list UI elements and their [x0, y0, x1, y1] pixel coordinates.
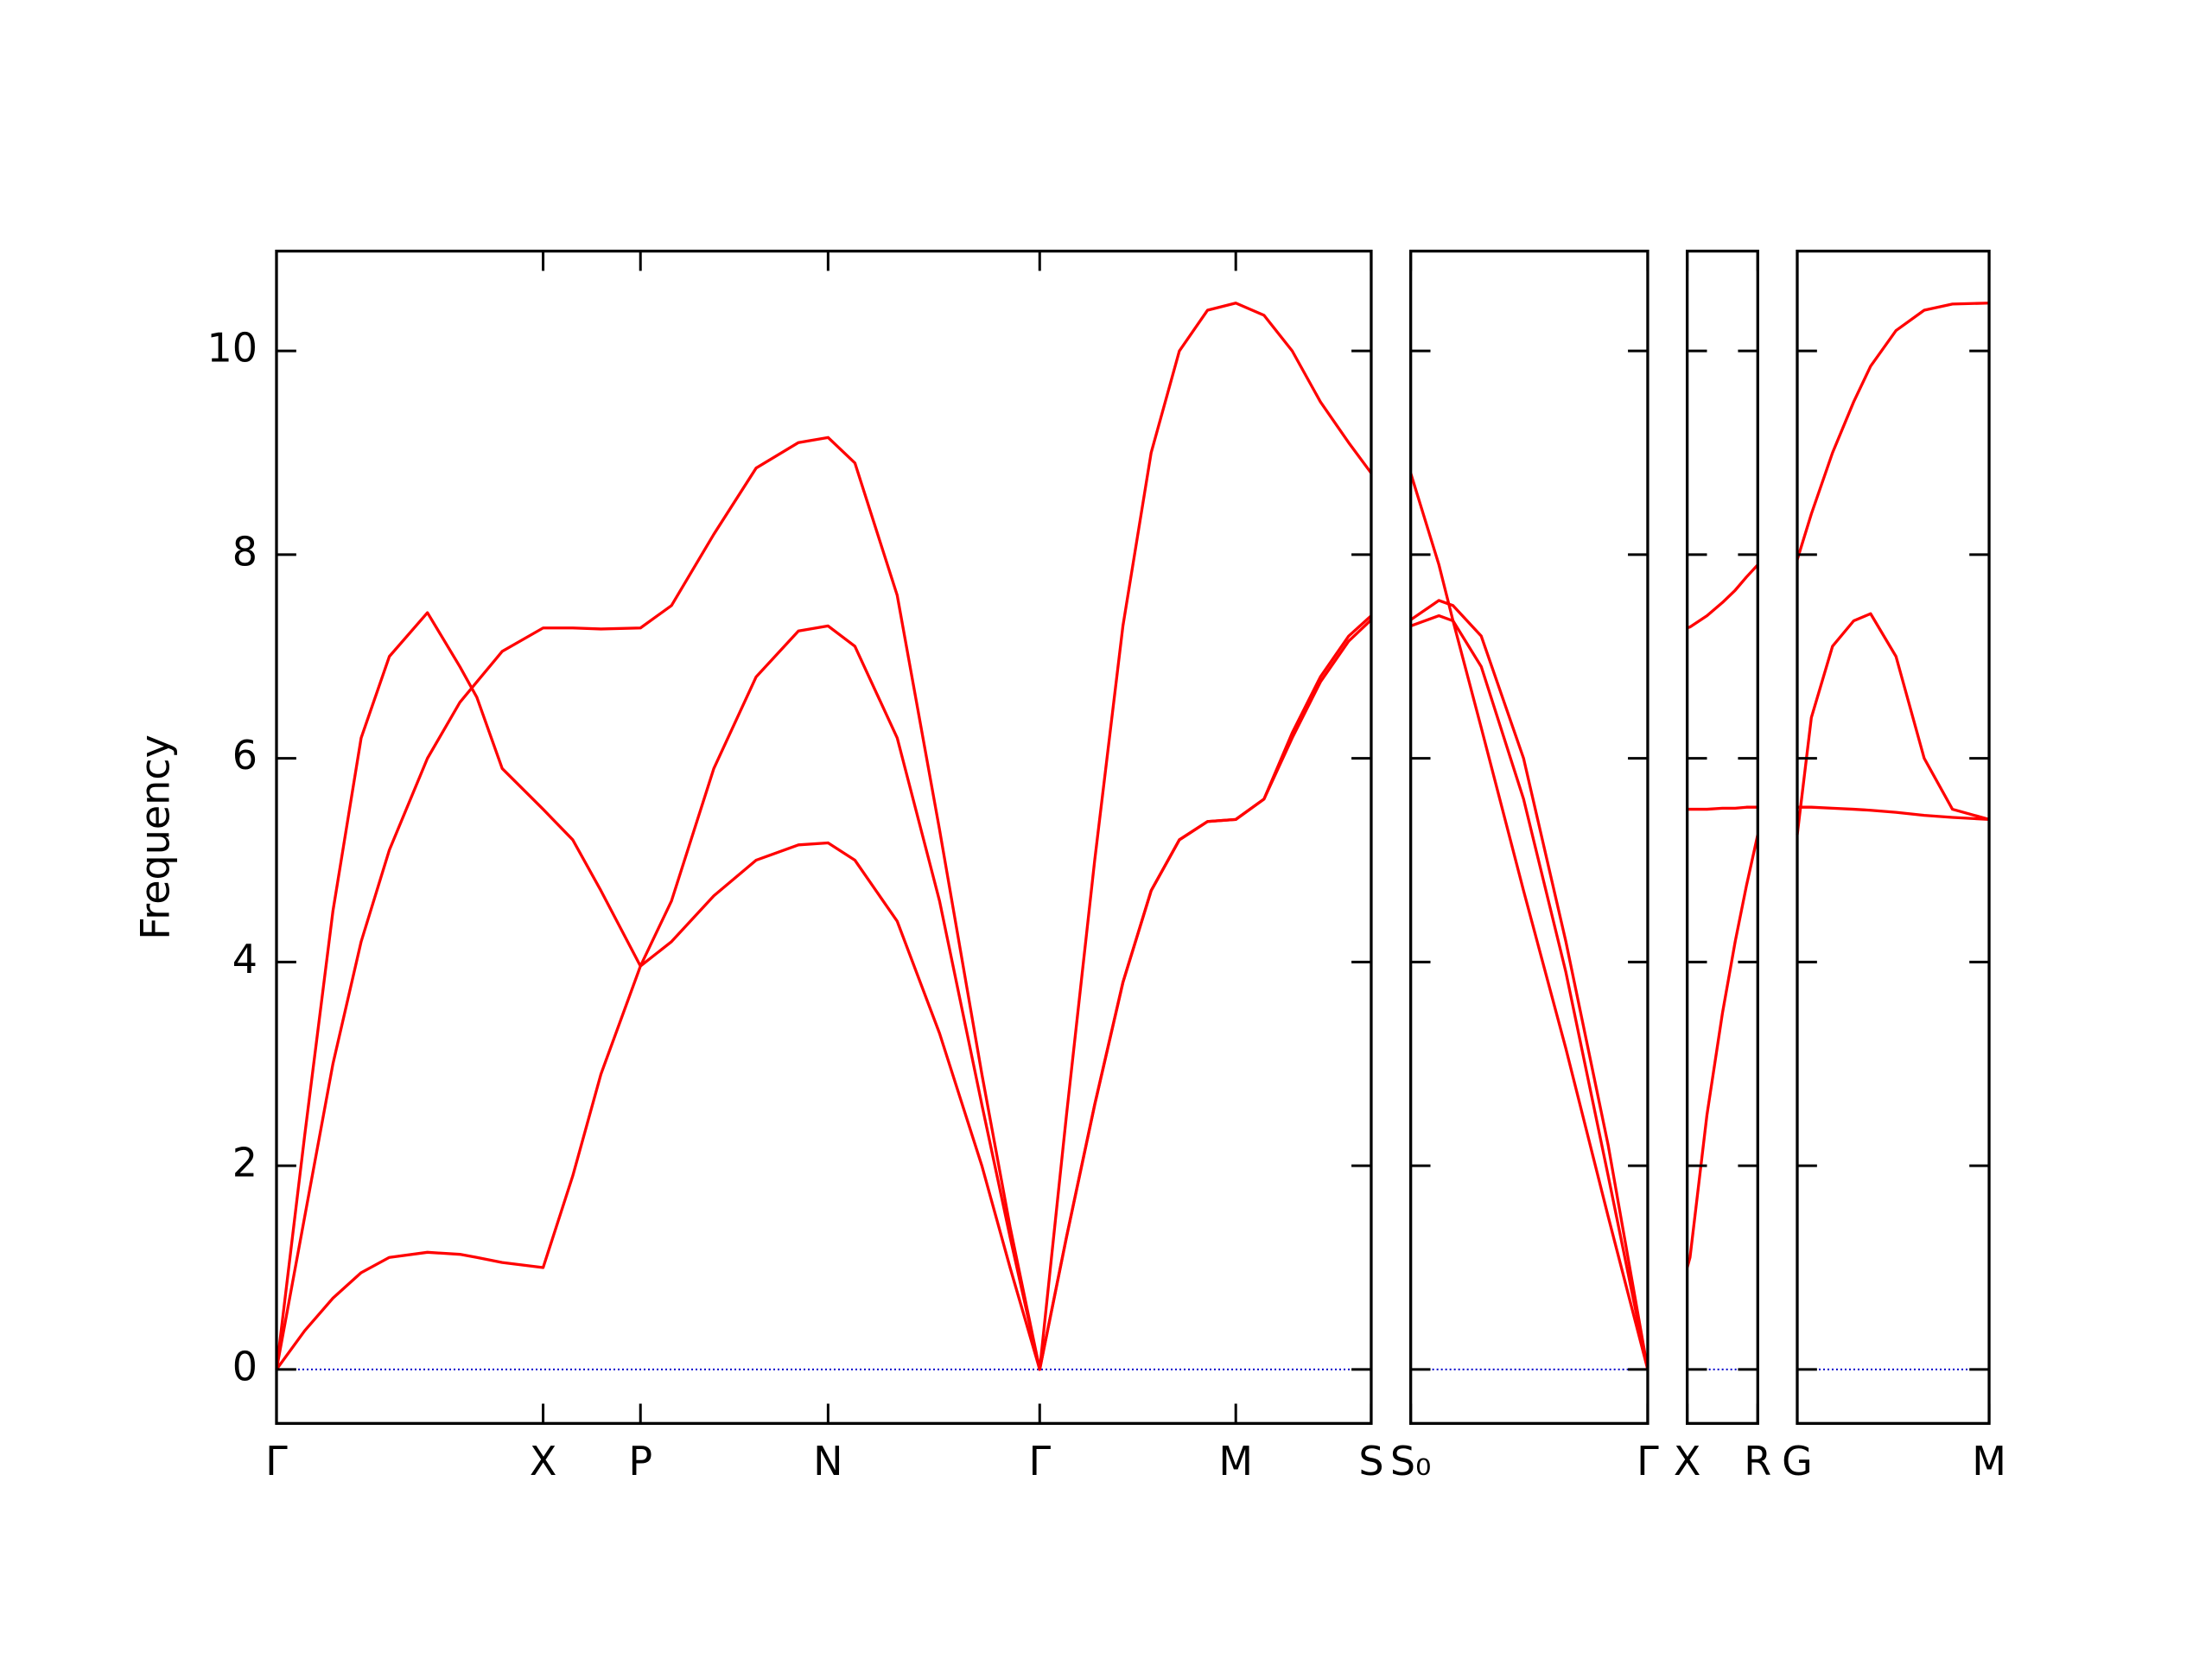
band-line [275, 611, 1373, 1371]
y-tick-label: 2 [232, 1140, 257, 1186]
band-line [1409, 473, 1649, 1370]
y-tick-label: 6 [232, 732, 257, 779]
band-line [1410, 613, 1649, 1370]
x-tick-label: Γ [1028, 1438, 1051, 1484]
band-line [1796, 612, 1990, 836]
x-tick-label: P [628, 1438, 652, 1484]
y-axis-label: Frequency [131, 734, 178, 940]
y-tick-label: 10 [207, 325, 257, 372]
x-tick-label: X [1674, 1438, 1701, 1484]
y-tick-label: 8 [232, 528, 257, 575]
y-tick-label: 4 [232, 936, 257, 982]
band-line [1686, 834, 1759, 1268]
band-line [1687, 805, 1758, 811]
band-line [1409, 599, 1649, 1370]
panel-frame [1796, 249, 1991, 1425]
band-line [275, 302, 1373, 1371]
panel-frame [1686, 249, 1759, 1425]
x-tick-label: R [1744, 1438, 1771, 1484]
x-tick-label: N [813, 1438, 842, 1484]
x-tick-label: M [1218, 1438, 1253, 1484]
x-tick-label: S₀ [1390, 1438, 1432, 1484]
x-tick-label: S [1358, 1438, 1383, 1484]
x-tick-label: Γ [265, 1438, 288, 1484]
band-line [1687, 563, 1759, 630]
band-line [1797, 805, 1990, 821]
panel-frame [1409, 249, 1649, 1425]
x-tick-label: M [1972, 1438, 2006, 1484]
band-line [1796, 302, 1990, 561]
band-line [275, 614, 1373, 1371]
x-tick-label: Γ [1637, 1438, 1659, 1484]
x-tick-label: X [530, 1438, 557, 1484]
panel-frame [275, 249, 1373, 1425]
x-tick-label: G [1782, 1438, 1813, 1484]
y-tick-label: 0 [232, 1343, 257, 1389]
